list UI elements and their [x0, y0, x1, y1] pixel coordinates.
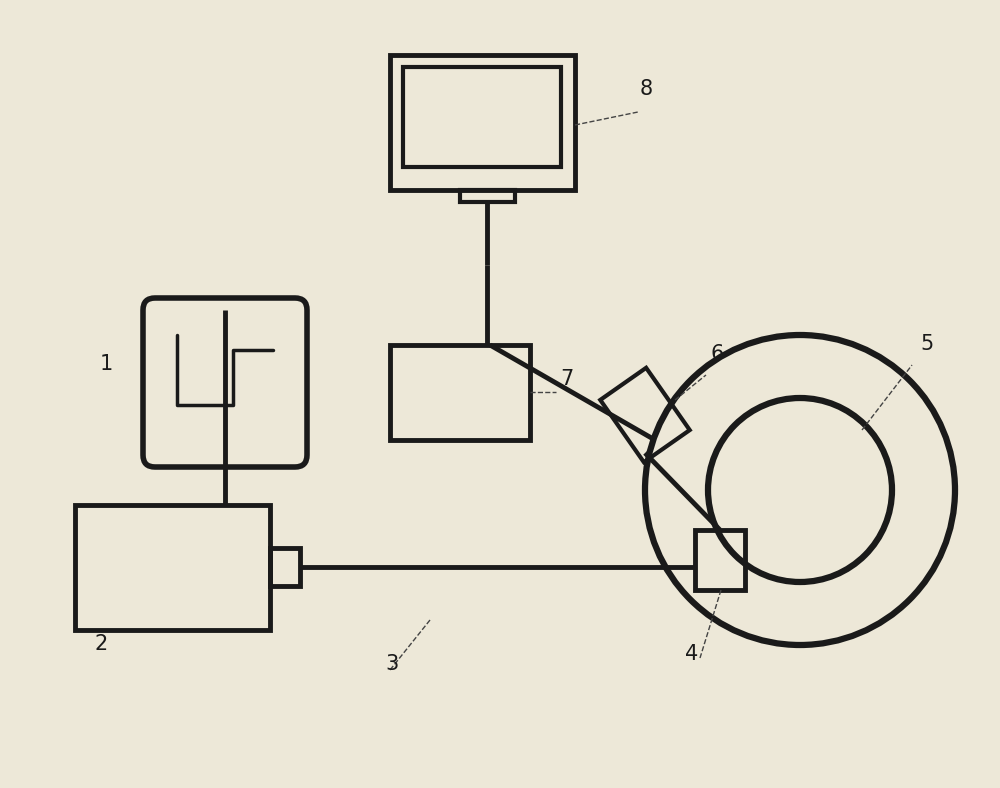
Bar	[390, 55, 575, 190]
Bar	[695, 530, 745, 590]
Text: 3: 3	[385, 654, 398, 674]
Text: 1: 1	[100, 354, 113, 374]
Text: 8: 8	[640, 79, 653, 99]
Text: 6: 6	[710, 344, 723, 364]
Bar	[403, 67, 561, 167]
Text: 7: 7	[560, 369, 573, 389]
Bar	[390, 345, 530, 440]
Text: 2: 2	[95, 634, 108, 654]
Bar	[460, 190, 515, 202]
Bar	[270, 548, 300, 586]
Text: 5: 5	[920, 334, 933, 354]
Text: 4: 4	[685, 644, 698, 664]
Bar	[75, 505, 270, 630]
